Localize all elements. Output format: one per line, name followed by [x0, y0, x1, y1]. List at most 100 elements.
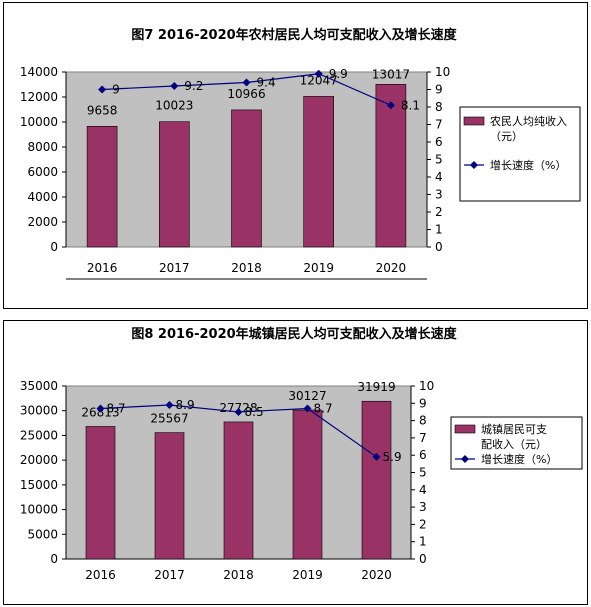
x-tick-label: 2019 [303, 261, 334, 275]
left-tick-label: 10000 [20, 115, 58, 129]
growth-point [234, 407, 243, 416]
left-tick-label: 14000 [20, 65, 58, 79]
chart-urban-income: 图8 2016-2020年城镇居民人均可支配收入及增长速度 0 5000 10000 1… [20, 326, 583, 582]
left-tick-label: 6000 [27, 165, 58, 179]
right-tick-label: 8 [435, 100, 443, 114]
left-tick-label: 0 [50, 240, 58, 254]
right-tick-label: 9 [435, 83, 443, 97]
legend-line-label: 增长速度（%） [481, 452, 557, 466]
left-tick-label: 5000 [27, 527, 58, 541]
right-tick-label: 6 [419, 448, 427, 462]
bar-data-label: 10966 [227, 87, 265, 101]
left-tick-label: 25000 [20, 428, 58, 442]
growth-data-label: 9 [112, 83, 120, 97]
left-tick-label: 8000 [27, 140, 58, 154]
right-tick-label: 9 [419, 396, 427, 410]
left-tick-label: 35000 [20, 379, 58, 393]
bar [223, 421, 254, 560]
right-tick-label: 7 [419, 431, 427, 445]
growth-point [303, 404, 312, 413]
bar-data-label: 12047 [300, 73, 338, 87]
chart-title: 图8 2016-2020年城镇居民人均可支配收入及增长速度 [131, 326, 457, 342]
bar [292, 409, 323, 560]
legend-line-label: 增长速度（%） [490, 158, 566, 172]
growth-data-label: 8.7 [107, 401, 126, 415]
right-tick-label: 4 [435, 170, 443, 184]
bar-data-label: 25567 [150, 412, 188, 426]
chart-panel-rural: 图7 2016-2020年农村居民人均可支配收入及增长速度 0 2000 4000 60… [3, 2, 588, 309]
growth-data-label: 8.5 [245, 405, 264, 419]
x-tick-label: 2016 [87, 261, 118, 275]
right-tick-label: 2 [435, 205, 443, 219]
legend-bar-swatch [454, 424, 476, 434]
bar-data-label: 30127 [288, 389, 326, 403]
growth-point [96, 404, 105, 413]
legend-bar-label: （元） [490, 130, 523, 143]
bar [231, 109, 262, 248]
bar [375, 83, 407, 248]
left-tick-label: 0 [50, 552, 58, 566]
bar-data-label: 13017 [372, 67, 410, 81]
x-tick-label: 2018 [231, 261, 262, 275]
right-tick-label: 2 [419, 517, 427, 531]
right-tick-label: 1 [419, 535, 427, 549]
chart-panel-urban: 图8 2016-2020年城镇居民人均可支配收入及增长速度 0 5000 10000 1… [3, 320, 588, 605]
bar [159, 121, 190, 248]
x-tick-label: 2017 [159, 261, 190, 275]
x-tick-label: 2020 [376, 261, 407, 275]
right-tick-label: 8 [419, 414, 427, 428]
legend-line-marker [461, 455, 469, 463]
x-tick-label: 2018 [223, 568, 254, 582]
growth-data-label: 9.4 [257, 76, 276, 90]
left-tick-label: 4000 [27, 190, 58, 204]
left-tick-label: 30000 [20, 404, 58, 418]
left-tick-label: 10000 [20, 503, 58, 517]
legend-bar-label: 农民人均纯收入 [490, 114, 567, 128]
legend-line-marker [470, 161, 478, 169]
x-tick-label: 2016 [85, 568, 116, 582]
right-tick-label: 5 [435, 153, 443, 167]
left-tick-label: 20000 [20, 453, 58, 467]
legend-bar-swatch [463, 116, 485, 126]
bar [303, 96, 335, 248]
legend-bar-label: 配收入（元） [481, 437, 547, 451]
bar [85, 426, 116, 560]
growth-data-label: 9.9 [329, 67, 348, 81]
right-tick-label: 0 [435, 240, 443, 254]
right-tick-label: 0 [419, 552, 427, 566]
right-tick-label: 10 [419, 379, 434, 393]
bar [154, 432, 185, 560]
growth-point [386, 101, 395, 110]
growth-point [372, 452, 381, 461]
growth-point [242, 78, 251, 87]
right-tick-label: 10 [435, 65, 450, 79]
bar-data-label: 31919 [357, 380, 395, 394]
right-tick-label: 5 [419, 466, 427, 480]
growth-point [170, 82, 179, 90]
right-tick-label: 7 [435, 118, 443, 132]
growth-point [314, 69, 323, 78]
right-tick-label: 1 [435, 223, 443, 237]
right-tick-label: 4 [419, 483, 427, 497]
right-tick-label: 3 [419, 500, 427, 514]
legend-bar-label: 城镇居民可支 [481, 422, 547, 436]
growth-data-label: 8.7 [314, 401, 333, 415]
growth-data-label: 9.2 [184, 79, 203, 93]
chart-rural-income: 图7 2016-2020年农村居民人均可支配收入及增长速度02000400060… [20, 27, 581, 280]
x-tick-label: 2019 [292, 568, 323, 582]
bar-data-label: 10023 [155, 99, 193, 113]
x-tick-label: 2020 [361, 568, 392, 582]
right-tick-label: 3 [435, 188, 443, 202]
growth-data-label: 8.1 [401, 98, 420, 112]
left-tick-label: 15000 [20, 478, 58, 492]
growth-data-label: 5.9 [383, 450, 402, 464]
growth-point [98, 85, 107, 94]
right-tick-label: 6 [435, 135, 443, 149]
chart-title: 图7 2016-2020年农村居民人均可支配收入及增长速度 [131, 27, 457, 43]
bar [361, 400, 392, 560]
growth-point [165, 401, 174, 410]
x-tick-label: 2017 [154, 568, 185, 582]
left-tick-label: 12000 [20, 90, 58, 104]
bar [86, 125, 118, 248]
left-tick-label: 2000 [27, 215, 58, 229]
